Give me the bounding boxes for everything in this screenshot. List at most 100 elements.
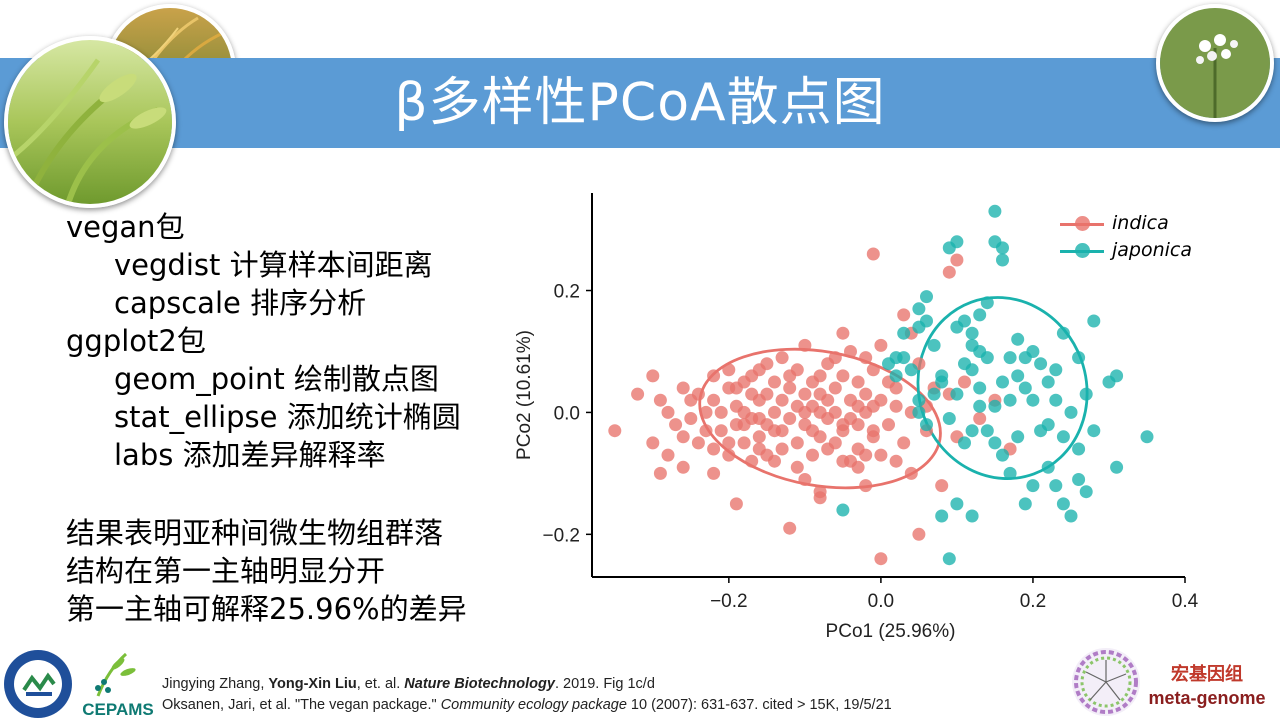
point-indica-7 [669, 418, 683, 432]
point-indica-42 [768, 375, 781, 389]
point-japonica-33 [958, 436, 971, 450]
point-japonica-39 [1003, 351, 1017, 365]
conclusion-line-3: 第一主轴可解释25.96%的差异 [66, 592, 467, 626]
point-indica-131 [950, 253, 964, 267]
point-japonica-0 [988, 204, 1002, 218]
point-indica-88 [889, 454, 903, 468]
legend-label-japonica: japonica [1112, 239, 1193, 261]
point-japonica-60 [996, 448, 1009, 462]
point-indica-90 [897, 308, 911, 322]
point-indica-127 [973, 412, 987, 425]
point-indica-84 [874, 448, 888, 462]
point-indica-78 [859, 479, 873, 493]
point-japonica-10 [927, 338, 941, 352]
point-indica-14 [691, 436, 705, 450]
point-japonica-73 [935, 509, 949, 523]
point-japonica-48 [1056, 430, 1070, 444]
point-japonica-82 [973, 399, 987, 413]
point-japonica-3 [996, 253, 1009, 267]
metagenome-brand: 宏基因组 meta-genome [1140, 662, 1274, 710]
point-indica-46 [783, 412, 797, 425]
point-japonica-75 [965, 509, 979, 523]
point-indica-52 [798, 387, 812, 401]
x-tick-label: −0.2 [710, 591, 748, 612]
point-indica-56 [806, 448, 819, 462]
point-indica-109 [790, 460, 804, 474]
point-indica-5 [661, 448, 675, 462]
point-japonica-22 [882, 357, 895, 371]
slide-title: β多样性PCoA散点图 [394, 73, 886, 133]
point-indica-66 [828, 381, 842, 395]
bullet-vegan: vegan包 [66, 210, 185, 244]
point-indica-21 [714, 424, 728, 438]
point-japonica-5 [950, 235, 964, 249]
point-japonica-18 [965, 363, 979, 377]
point-japonica-28 [920, 418, 933, 432]
point-indica-108 [783, 369, 797, 383]
point-japonica-37 [988, 399, 1002, 413]
point-japonica-9 [920, 314, 933, 328]
point-indica-114 [828, 351, 842, 365]
point-indica-121 [889, 399, 903, 413]
point-japonica-67 [1049, 479, 1063, 493]
point-indica-106 [768, 454, 781, 468]
reference-2: Oksanen, Jari, et al. "The vegan package… [162, 697, 892, 713]
point-japonica-24 [897, 351, 911, 365]
point-japonica-50 [1064, 405, 1078, 419]
point-indica-44 [775, 442, 789, 456]
point-japonica-31 [942, 412, 956, 425]
point-indica-102 [729, 381, 743, 395]
point-indica-87 [882, 418, 895, 432]
point-indica-9 [676, 381, 690, 395]
point-indica-113 [821, 442, 835, 456]
point-indica-112 [813, 387, 827, 401]
brand-en: meta-genome [1148, 688, 1266, 708]
point-indica-8 [676, 430, 690, 444]
point-indica-110 [798, 405, 812, 419]
cepams-logo: CEPAMS [78, 650, 158, 720]
point-indica-73 [844, 345, 857, 358]
point-indica-104 [752, 363, 766, 377]
point-japonica-74 [950, 497, 964, 511]
x-tick-label: 0.2 [1020, 591, 1046, 612]
point-indica-118 [859, 448, 873, 462]
point-japonica-6 [920, 290, 933, 304]
point-japonica-84 [1049, 393, 1063, 407]
point-japonica-12 [958, 314, 971, 328]
point-indica-54 [798, 338, 812, 352]
point-indica-2 [646, 436, 660, 450]
point-indica-43 [775, 393, 789, 407]
point-japonica-61 [1003, 466, 1017, 480]
point-japonica-36 [980, 424, 994, 438]
bullet-capscale: capscale 排序分析 [114, 286, 367, 320]
point-japonica-83 [1011, 332, 1025, 346]
point-indica-91 [897, 436, 911, 450]
point-japonica-44 [1034, 357, 1048, 371]
point-indica-100 [707, 466, 721, 480]
point-indica-136 [836, 418, 850, 432]
point-indica-17 [707, 369, 721, 383]
point-japonica-35 [973, 381, 987, 395]
brand-cn: 宏基因组 [1171, 664, 1243, 684]
point-japonica-80 [836, 503, 850, 517]
point-indica-105 [760, 418, 774, 432]
x-axis-label: PCo1 (25.96%) [826, 621, 956, 642]
point-indica-27 [729, 497, 743, 511]
point-japonica-69 [1064, 509, 1078, 523]
metagenome-tree-logo [1070, 646, 1142, 718]
point-indica-24 [722, 363, 736, 377]
bullet-stat-ellipse: stat_ellipse 添加统计椭圆 [114, 400, 461, 434]
point-japonica-57 [1110, 369, 1124, 383]
point-indica-93 [904, 466, 918, 480]
conclusion-text: 结果表明亚种间微生物组群落 结构在第一主轴明显分开 第一主轴可解释25.96%的… [66, 514, 467, 628]
point-indica-117 [851, 399, 865, 413]
title-banner [0, 58, 1280, 148]
point-indica-15 [699, 405, 713, 419]
point-japonica-65 [1034, 424, 1048, 438]
institute-seal-logo [2, 648, 74, 720]
point-japonica-49 [1056, 326, 1070, 340]
point-indica-3 [653, 393, 667, 407]
point-indica-139 [866, 424, 880, 438]
point-indica-13 [691, 387, 705, 401]
point-indica-6 [661, 405, 675, 419]
